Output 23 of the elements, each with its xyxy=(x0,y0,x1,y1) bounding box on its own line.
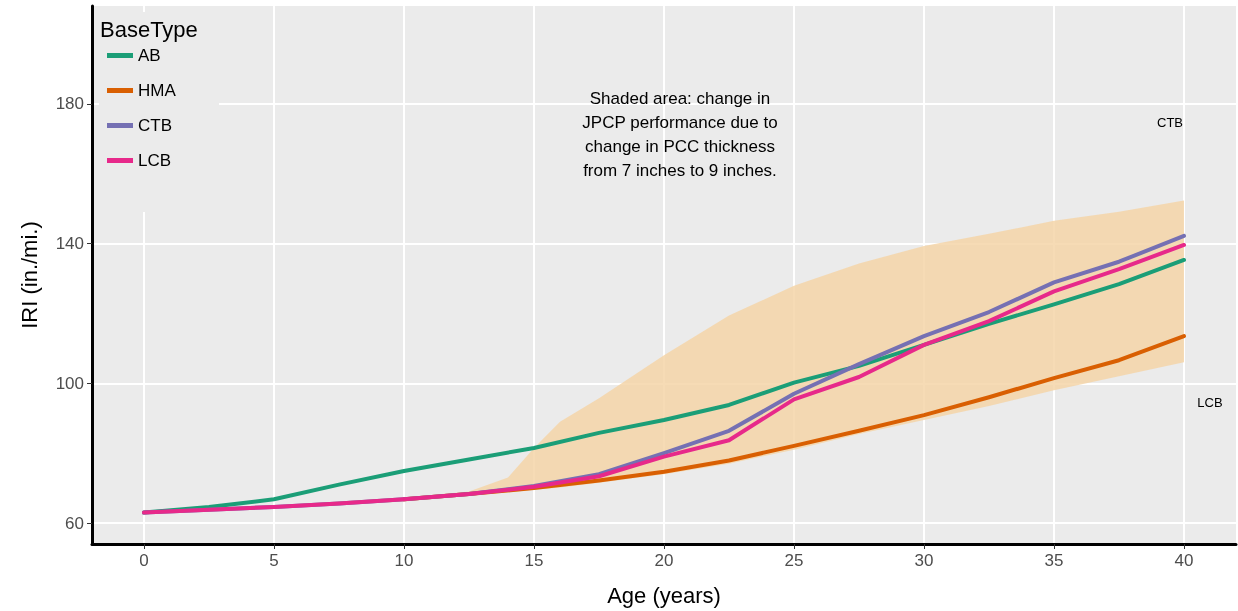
x-axis-title: Age (years) xyxy=(607,582,721,608)
x-tick-label: 25 xyxy=(784,551,804,570)
legend-label: LCB xyxy=(138,151,172,170)
x-tick-label: 40 xyxy=(1174,551,1194,570)
x-tick-label: 10 xyxy=(394,551,414,570)
y-tick-label: 180 xyxy=(55,94,84,114)
y-tick-label: 100 xyxy=(55,373,84,393)
y-axis-title: IRI (in./mi.) xyxy=(16,221,42,329)
x-tick-label: 0 xyxy=(139,551,149,570)
legend-label: CTB xyxy=(138,116,172,135)
x-tick-label: 20 xyxy=(654,551,674,570)
x-tick-label: 15 xyxy=(524,551,544,570)
y-tick-label: 140 xyxy=(55,234,84,254)
annotation: LCB xyxy=(1197,394,1223,410)
annotation: CTB xyxy=(1157,114,1183,130)
legend-label: AB xyxy=(138,46,161,65)
annotation: Shaded area: change in JPCP performance due to change in PCC thickness from 7 inches to 9 inches. xyxy=(582,88,778,180)
legend-title: BaseType xyxy=(100,16,198,42)
legend-label: HMA xyxy=(138,81,177,100)
x-tick-label: 30 xyxy=(914,551,934,570)
y-tick-label: 60 xyxy=(65,513,84,533)
x-tick-label: 5 xyxy=(269,551,279,570)
x-tick-label: 35 xyxy=(1044,551,1064,570)
